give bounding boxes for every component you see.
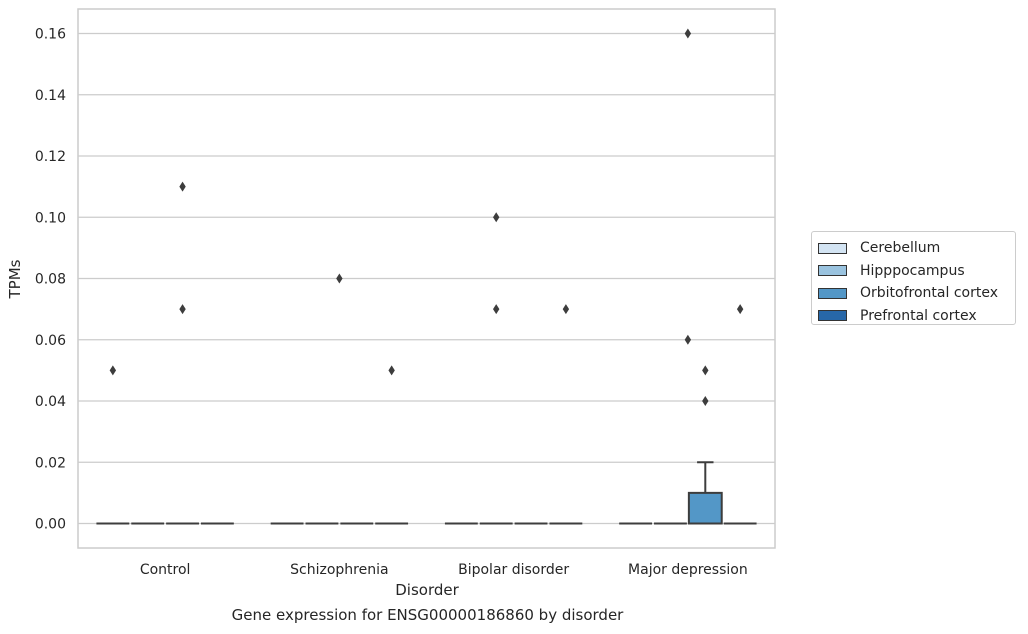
legend: Cerebellum Hipppocampus Orbitofrontal cort… [811,231,1016,325]
plot-frame [77,8,776,549]
outlier-point [702,365,709,376]
legend-label: Prefrontal cortex [860,307,977,324]
box [687,491,723,525]
y-tick-label: 0.12 [35,149,66,165]
legend-label: Hipppocampus [860,262,965,279]
outlier-point [684,28,692,39]
y-axis-label: TPMs [6,259,24,299]
legend-item: Hipppocampus [818,260,1009,283]
outlier-point [179,304,186,315]
legend-swatch [818,265,847,277]
outlier-point [736,304,744,315]
y-tick-label: 0.04 [35,394,66,410]
outlier-point [336,273,343,284]
outlier-point [179,181,186,192]
x-tick-labels: Control Schizophrenia Bipolar disorder Majo… [140,562,748,578]
x-tick-label: Control [140,562,191,578]
legend-swatch [818,287,847,299]
outlier-point [109,365,117,376]
legend-label: Cerebellum [860,240,941,257]
x-tick-label: Bipolar disorder [458,562,569,578]
legend-swatch [818,310,847,322]
legend-label: Orbitofrontal cortex [860,285,998,302]
outlier-point [388,365,395,376]
y-tick-label: 0.02 [35,455,66,471]
y-tick-label: 0.06 [35,333,66,349]
outlier-point [684,334,692,345]
y-tick-label: 0.16 [35,27,66,43]
x-tick-label: Schizophrenia [290,562,388,578]
y-tick-label: 0.00 [35,517,66,533]
outlier-point [493,304,500,315]
legend-item: Prefrontal cortex [818,305,1009,328]
chart-caption: Gene expression for ENSG00000186860 by d… [231,606,624,624]
plot-area [77,8,776,549]
y-tick-label: 0.14 [35,88,66,104]
legend-item: Cerebellum [818,237,1009,260]
x-axis-label: Disorder [395,581,459,599]
x-tick-label: Major depression [628,562,748,578]
y-tick-label: 0.08 [35,272,66,288]
outlier-point [562,304,570,315]
legend-item: Orbitofrontal cortex [818,282,1009,305]
outlier-point [493,212,500,223]
outlier-point [702,396,709,406]
grid-lines [78,32,775,525]
legend-swatch [818,242,847,254]
y-tick-label: 0.10 [35,210,66,226]
y-tick-labels: 0.00 0.02 0.04 0.06 0.08 0.10 0.12 0.14 0.16 [35,27,66,533]
